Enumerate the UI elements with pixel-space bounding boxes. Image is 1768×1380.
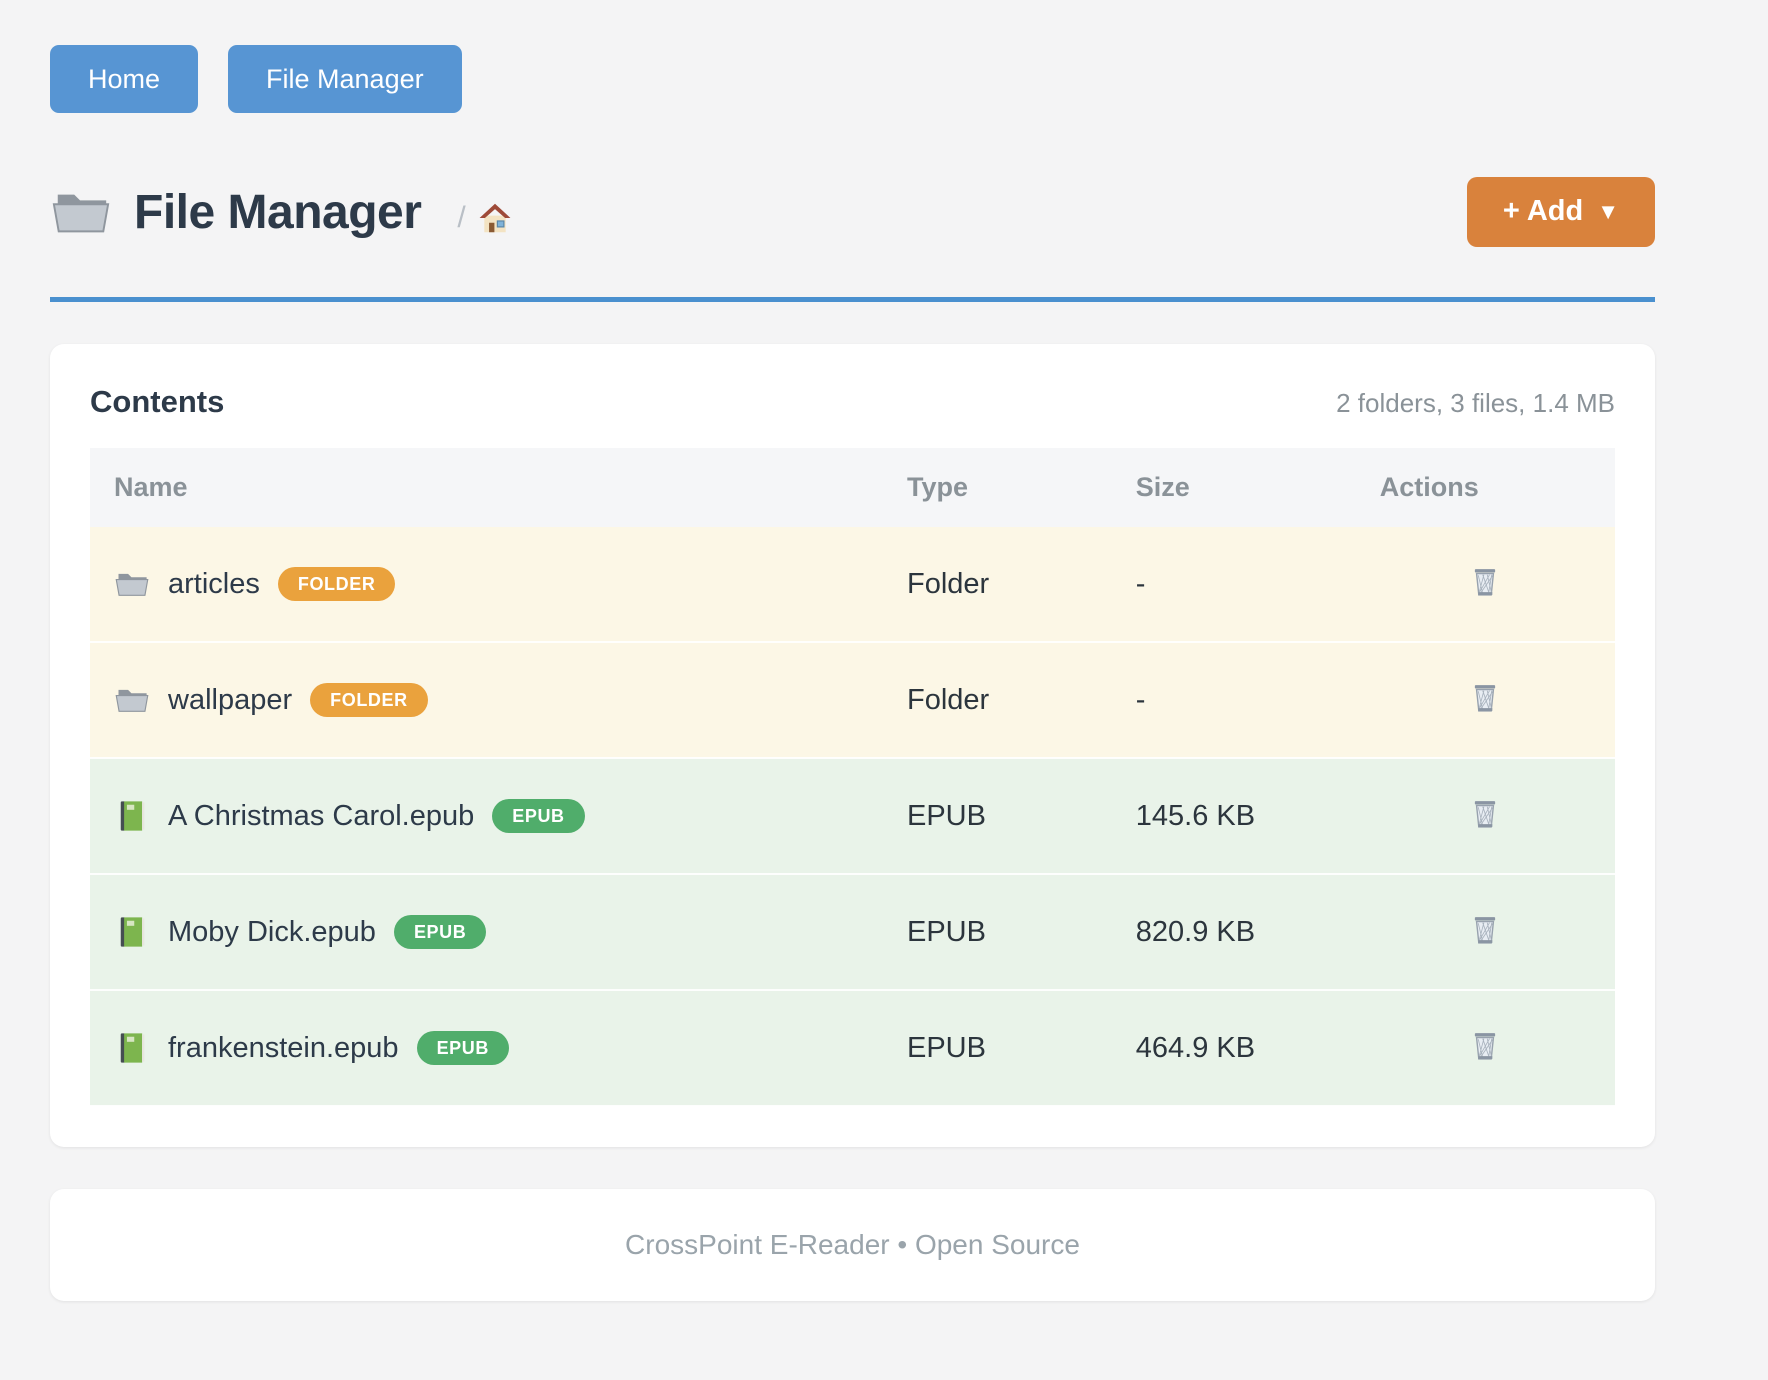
size-cell: 464.9 KB — [1111, 990, 1356, 1108]
type-badge: EPUB — [492, 799, 585, 834]
house-icon[interactable] — [476, 199, 514, 237]
size-cell: 145.6 KB — [1111, 758, 1356, 876]
trash-icon — [1467, 564, 1503, 600]
file-table-body: articles FOLDER Folder - wallpaper FOLDER Fold… — [90, 527, 1615, 1108]
add-button-label: + Add — [1502, 195, 1584, 228]
footer-card: CrossPoint E-Reader • Open Source — [50, 1189, 1655, 1302]
page-header: File Manager / + Add ▼ — [50, 177, 1655, 248]
delete-button[interactable] — [1463, 1024, 1507, 1068]
type-badge: EPUB — [393, 915, 487, 950]
table-row: A Christmas Carol.epub EPUB EPUB 145.6 KB — [90, 758, 1615, 876]
delete-button[interactable] — [1463, 908, 1507, 952]
column-header-actions: Actions — [1355, 448, 1615, 528]
nav-file-manager-button[interactable]: File Manager — [228, 45, 462, 114]
actions-cell — [1355, 642, 1615, 760]
book-icon — [114, 1030, 150, 1066]
name-cell: Moby Dick.epub EPUB — [90, 874, 883, 992]
folder-name-link[interactable]: wallpaper — [168, 683, 293, 716]
actions-cell — [1355, 874, 1615, 992]
table-header-row: Name Type Size Actions — [90, 448, 1615, 528]
folder-icon — [50, 181, 112, 243]
contents-card: Contents 2 folders, 3 files, 1.4 MB Name… — [50, 344, 1655, 1148]
type-cell: EPUB — [883, 758, 1112, 876]
title-divider — [50, 297, 1655, 303]
name-cell: frankenstein.epub EPUB — [90, 990, 883, 1108]
trash-icon — [1467, 1028, 1503, 1064]
footer-text: CrossPoint E-Reader • Open Source — [625, 1229, 1080, 1261]
name-cell: articles FOLDER — [90, 527, 883, 644]
column-header-name: Name — [90, 448, 883, 528]
type-badge: FOLDER — [310, 683, 428, 718]
file-name-link[interactable]: frankenstein.epub — [168, 1031, 399, 1064]
folder-name-link[interactable]: articles — [168, 567, 260, 600]
delete-button[interactable] — [1463, 560, 1507, 604]
type-cell: EPUB — [883, 874, 1112, 992]
name-cell: A Christmas Carol.epub EPUB — [90, 758, 883, 876]
table-row: articles FOLDER Folder - — [90, 527, 1615, 644]
file-name-link[interactable]: Moby Dick.epub — [168, 915, 376, 948]
nav-home-button[interactable]: Home — [50, 45, 199, 114]
size-cell: 820.9 KB — [1111, 874, 1356, 992]
table-row: frankenstein.epub EPUB EPUB 464.9 KB — [90, 990, 1615, 1108]
book-icon — [114, 914, 150, 950]
breadcrumb: / — [457, 199, 513, 237]
delete-button[interactable] — [1463, 676, 1507, 720]
page-title: File Manager — [134, 185, 422, 239]
contents-title: Contents — [90, 384, 225, 420]
file-name-link[interactable]: A Christmas Carol.epub — [168, 799, 475, 832]
actions-cell — [1355, 758, 1615, 876]
folder-icon — [114, 566, 150, 602]
trash-icon — [1467, 796, 1503, 832]
size-cell: - — [1111, 527, 1356, 644]
type-cell: EPUB — [883, 990, 1112, 1108]
table-row: wallpaper FOLDER Folder - — [90, 642, 1615, 760]
size-cell: - — [1111, 642, 1356, 760]
breadcrumb-separator: / — [457, 201, 466, 235]
folder-icon — [114, 682, 150, 718]
type-badge: FOLDER — [277, 567, 396, 602]
book-icon — [114, 798, 150, 834]
table-row: Moby Dick.epub EPUB EPUB 820.9 KB — [90, 874, 1615, 992]
type-cell: Folder — [883, 527, 1112, 644]
file-table: Name Type Size Actions articles FOLDER Fol… — [90, 448, 1615, 1108]
delete-button[interactable] — [1463, 792, 1507, 836]
chevron-down-icon: ▼ — [1597, 199, 1619, 225]
column-header-type: Type — [883, 448, 1112, 528]
name-cell: wallpaper FOLDER — [90, 642, 883, 760]
add-button[interactable]: + Add ▼ — [1466, 177, 1655, 248]
trash-icon — [1467, 680, 1503, 716]
type-cell: Folder — [883, 642, 1112, 760]
type-badge: EPUB — [416, 1031, 509, 1066]
actions-cell — [1355, 527, 1615, 644]
trash-icon — [1467, 912, 1503, 948]
contents-summary: 2 folders, 3 files, 1.4 MB — [1336, 388, 1615, 419]
page: Home File Manager File Manager / + Add ▼… — [50, 0, 1655, 1302]
column-header-size: Size — [1111, 448, 1356, 528]
top-nav: Home File Manager — [50, 0, 1655, 114]
actions-cell — [1355, 990, 1615, 1108]
